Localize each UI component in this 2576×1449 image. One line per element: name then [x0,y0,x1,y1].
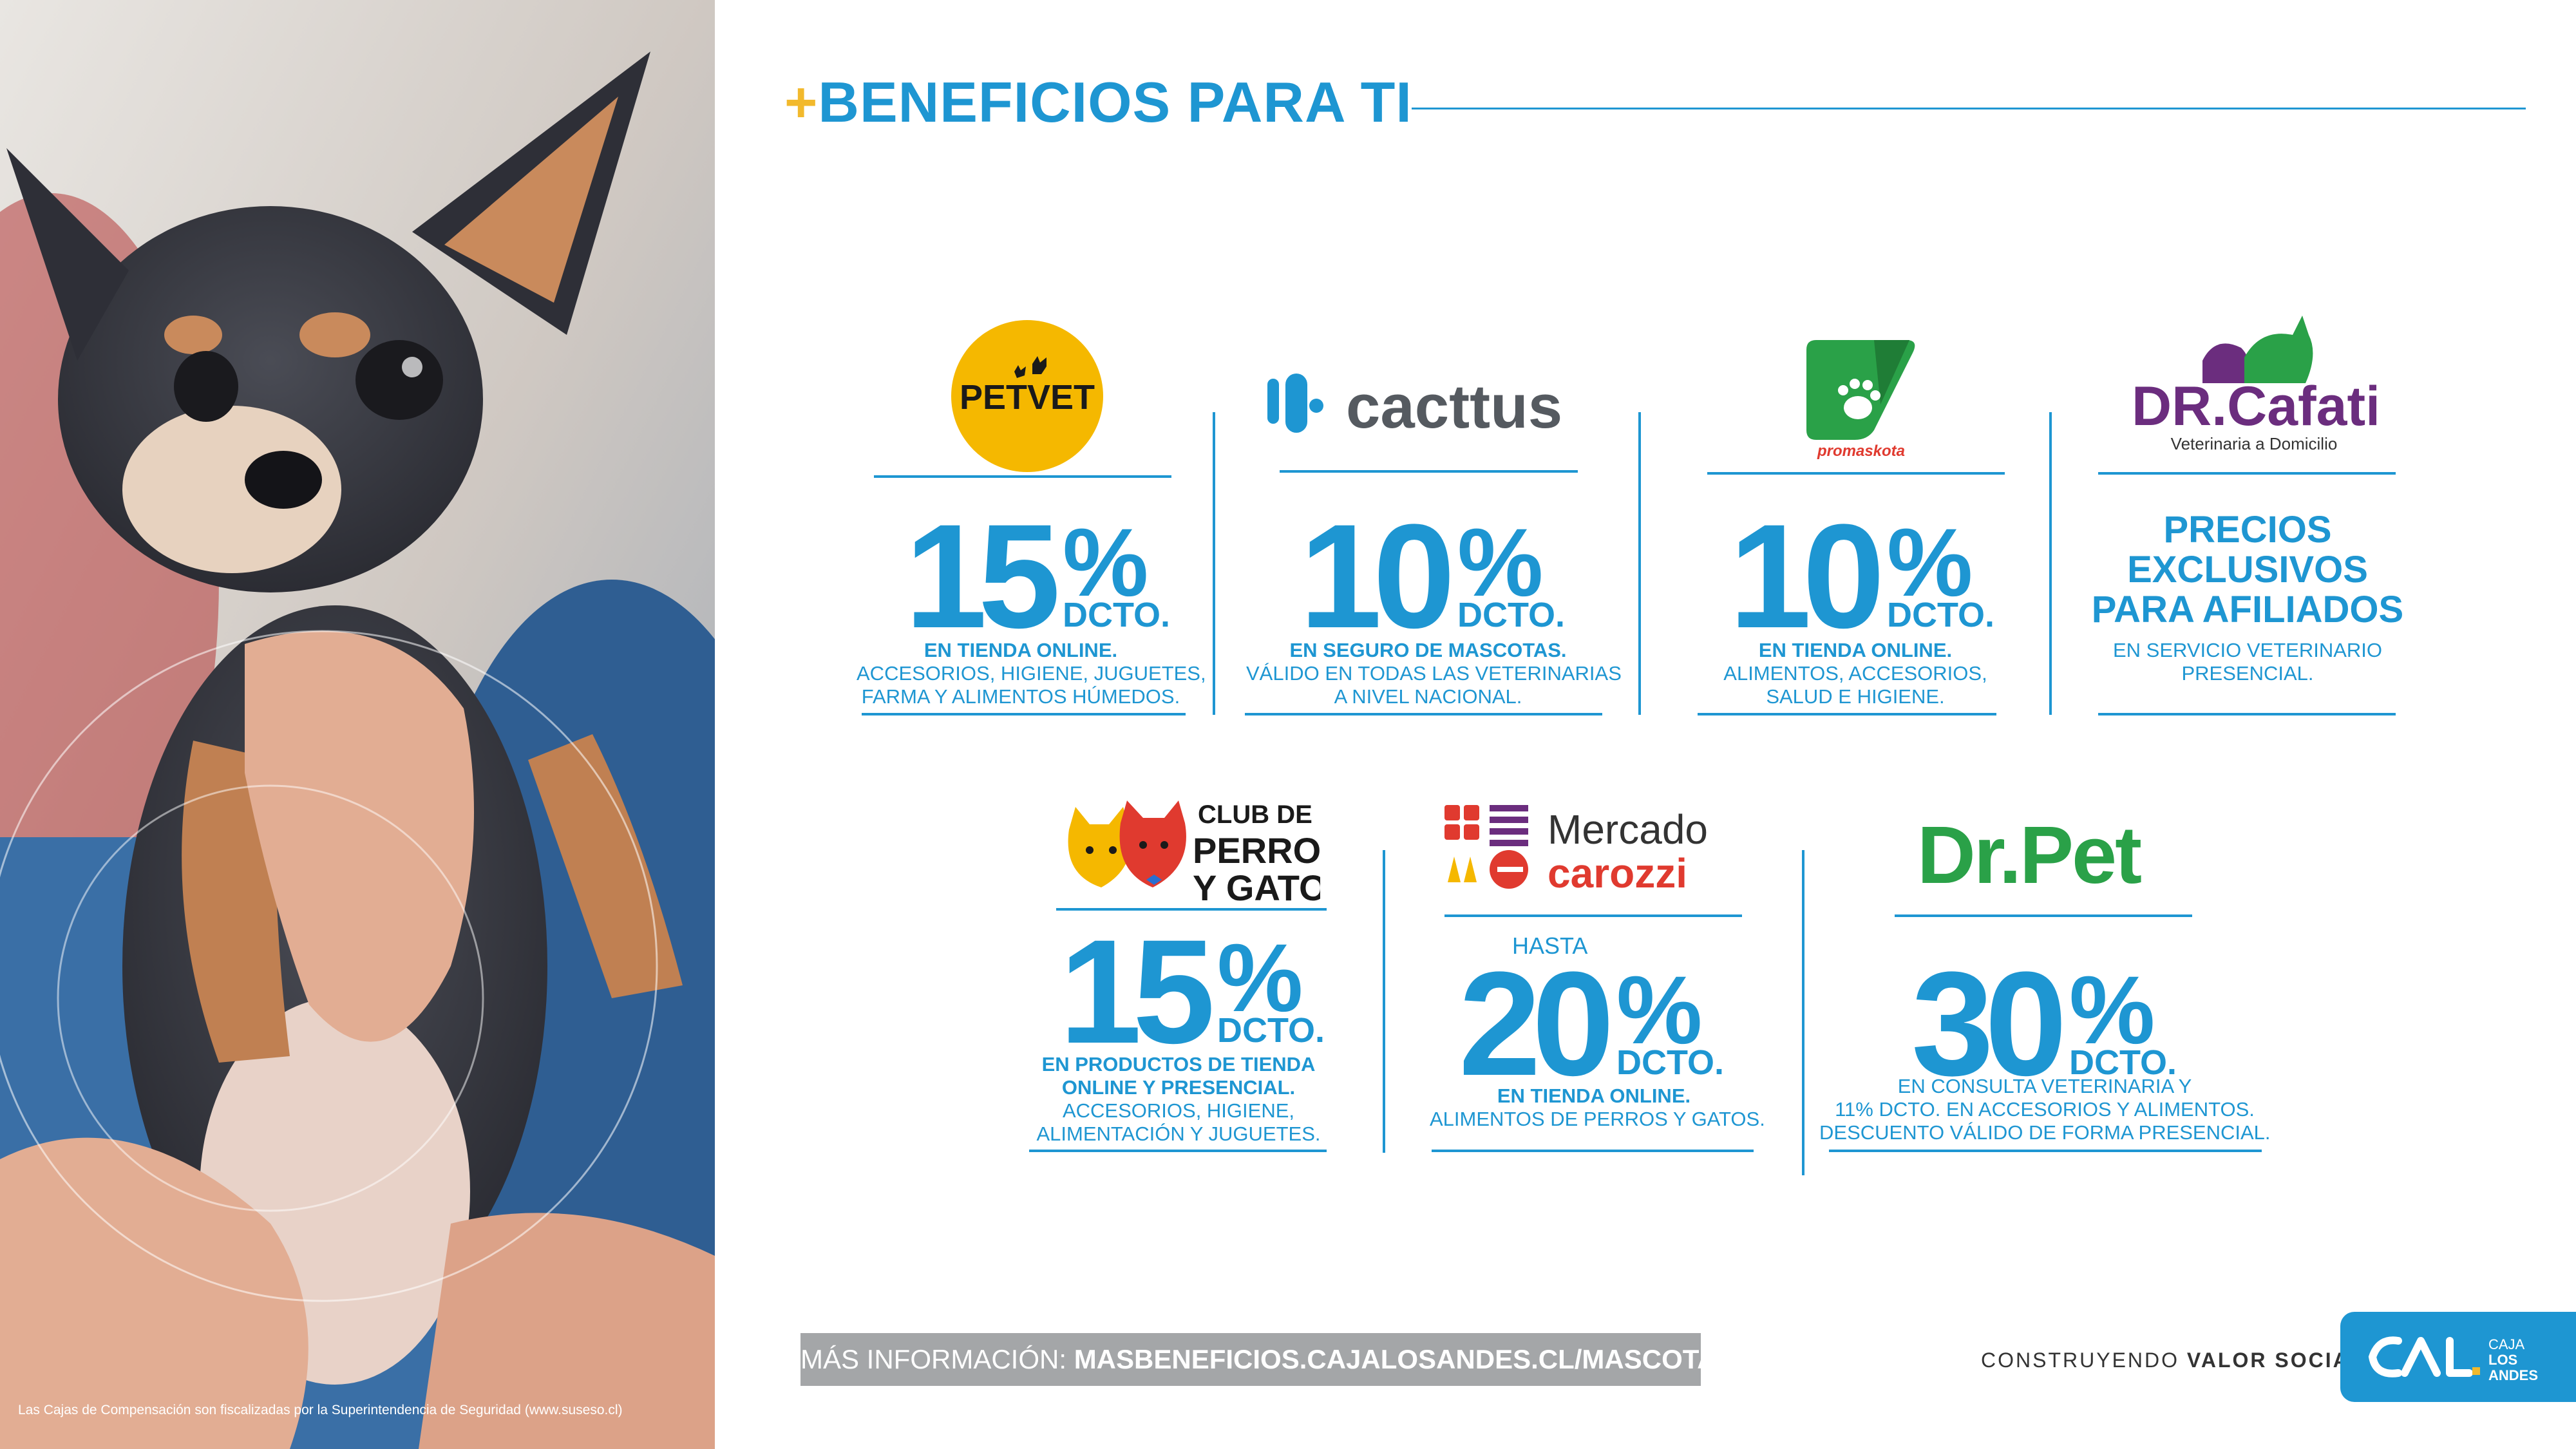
card-bottom-rule [1432,1150,1754,1152]
promaskota-logo: promaskota [1806,340,1915,460]
petvet-logo-text: PETVET [960,378,1095,417]
svg-text:CAJA: CAJA [2488,1336,2525,1352]
discount-prefix: HASTA [1512,933,1588,959]
card-rule [1280,470,1578,473]
card-rule [874,475,1171,478]
benefit-description: EN SERVICIO VETERINARIO PRESENCIAL. [2112,639,2382,685]
discount-percent: 30 % DCTO. [1911,941,2177,1106]
cacttus-logo-text: cacttus [1346,374,1562,438]
drpet-logo: Dr.Pet [1917,810,2142,900]
card-rule [1444,914,1742,917]
club-logo-line3: Y GATOS [1193,867,1320,908]
card-rule [1707,472,2005,475]
mercado-logo-line1: Mercado [1548,806,1708,853]
card-rule [1056,908,1327,911]
puppy-photo [0,0,715,1449]
caja-los-andes-mark-icon: CAJA LOS ANDES [2368,1336,2538,1383]
card-divider [1638,412,1641,715]
card-bottom-rule [1245,713,1602,715]
discount-percent: 15 % DCTO. [1059,909,1325,1074]
card-rule [1895,914,2192,917]
benefit-headline: PRECIOS EXCLUSIVOS PARA AFILIADOS [2091,509,2404,630]
title-rule [1412,108,2526,109]
club-logo-line1: CLUB DE [1198,800,1312,829]
more-info-link[interactable]: MASBENEFICIOS.CAJALOSANDES.CL/MASCOTAS [1074,1344,1735,1374]
mercado-carozzi-logo: Mercado carozzi [1444,805,1708,896]
svg-text:LOS: LOS [2488,1352,2517,1368]
card-divider [1802,850,1804,1175]
discount-percent: 20 % DCTO. [1459,941,1725,1106]
club-logo-line2: PERROS [1193,830,1320,871]
card-divider [2049,412,2052,715]
caja-los-andes-logo: CAJA LOS ANDES [2340,1312,2576,1402]
drcafati-logo: DR.Cafati Veterinaria a Domicilio [2132,316,2376,453]
card-rule [2098,472,2396,475]
page-title: +BENEFICIOS PARA TI [784,70,1412,135]
plus-sign: + [784,70,819,134]
slogan: CONSTRUYENDO VALOR SOCIAL. [1981,1349,2370,1372]
svg-text:ANDES: ANDES [2488,1367,2538,1383]
discount-percent: 15 % DCTO. [905,493,1171,659]
benefit-description: EN TIENDA ONLINE. ALIMENTOS DE PERROS Y … [1430,1084,1765,1130]
card-bottom-rule [1829,1150,2262,1152]
petvet-logo: PETVET [951,320,1103,472]
card-divider [1383,850,1385,1153]
benefit-description: EN TIENDA ONLINE. ALIMENTOS, ACCESORIOS,… [1723,639,1987,708]
card-bottom-rule [1029,1150,1327,1152]
benefit-description: EN CONSULTA VETERINARIA Y 11% DCTO. EN A… [1819,1075,2271,1144]
legal-footnote: Las Cajas de Compensación son fiscalizad… [18,1403,623,1417]
club-perros-gatos-logo: CLUB DE PERROS Y GATOS [1068,800,1320,908]
discount-percent: 10 % DCTO. [1729,493,1995,659]
mercado-logo-line2: carozzi [1548,850,1687,896]
title-text: BENEFICIOS PARA TI [818,70,1412,134]
cacttus-logo: cacttus [1267,374,1562,438]
drcafati-logo-subtext: Veterinaria a Domicilio [2171,434,2338,453]
card-divider [1213,412,1215,715]
benefit-description: EN SEGURO DE MASCOTAS. VÁLIDO EN TODAS L… [1246,639,1622,708]
drcafati-logo-text: DR.Cafati [2132,375,2376,437]
card-bottom-rule [2098,713,2396,715]
card-bottom-rule [862,713,1186,715]
more-info-label: MÁS INFORMACIÓN: [800,1344,1067,1374]
discount-percent: 10 % DCTO. [1300,493,1566,659]
promaskota-logo-text: promaskota [1817,442,1905,460]
more-info-bar[interactable]: MÁS INFORMACIÓN: MASBENEFICIOS.CAJALOSAN… [800,1333,1735,1386]
card-bottom-rule [1698,713,1996,715]
benefit-description: EN TIENDA ONLINE. ACCESORIOS, HIGIENE, J… [857,639,1206,708]
benefit-description: EN PRODUCTOS DE TIENDA ONLINE Y PRESENCI… [1036,1053,1321,1145]
